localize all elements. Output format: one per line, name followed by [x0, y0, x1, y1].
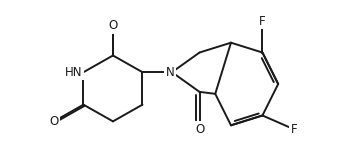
Text: N: N	[166, 66, 174, 79]
Text: F: F	[259, 15, 266, 28]
Text: HN: HN	[65, 66, 83, 79]
Text: O: O	[195, 123, 204, 136]
Text: F: F	[291, 123, 297, 136]
Text: O: O	[108, 19, 118, 32]
Text: O: O	[49, 115, 59, 128]
